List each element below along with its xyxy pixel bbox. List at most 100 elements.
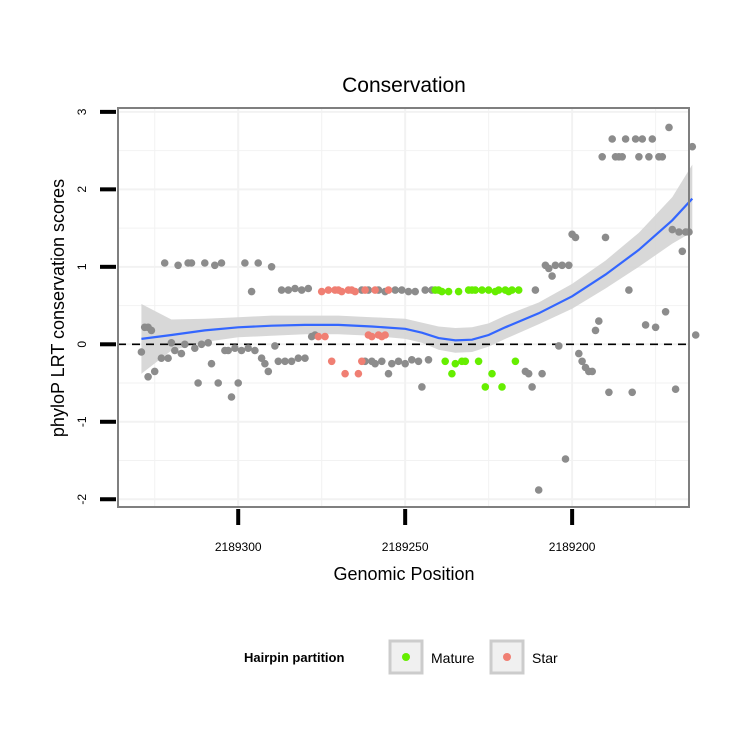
y-tick-label: -2 [75, 494, 89, 505]
point-other [267, 263, 276, 271]
point-star [384, 286, 393, 294]
y-tick-label: 2 [75, 186, 89, 193]
y-tick-label: 3 [75, 108, 89, 115]
point-other [167, 339, 176, 347]
point-mature [451, 359, 460, 368]
point-other [164, 354, 172, 363]
point-other [211, 261, 219, 270]
point-other [147, 326, 156, 335]
point-mature [454, 287, 463, 296]
point-other [187, 259, 196, 267]
x-tick-label: 2189300 [215, 540, 262, 554]
point-star [327, 357, 336, 366]
point-other [274, 357, 283, 366]
confidence-band [141, 164, 693, 374]
point-other [214, 379, 222, 387]
point-other [548, 272, 556, 280]
point-other [171, 346, 179, 355]
point-other [638, 135, 647, 143]
point-other [217, 259, 226, 267]
point-star [324, 286, 333, 294]
point-other [257, 354, 266, 363]
x-axis-title: Genomic Position [333, 564, 474, 584]
point-star [368, 332, 376, 341]
point-other [528, 383, 536, 391]
point-other [284, 286, 293, 294]
point-other [688, 142, 697, 151]
point-other [160, 259, 169, 267]
point-other [398, 286, 406, 294]
point-other [424, 356, 433, 364]
point-other [194, 379, 202, 387]
point-mature [474, 357, 483, 366]
point-other [137, 348, 146, 356]
point-other [635, 153, 643, 161]
point-other [181, 340, 189, 349]
point-other [531, 286, 540, 294]
point-other [675, 228, 683, 236]
x-tick-label: 2189250 [382, 540, 429, 554]
smooth-line [141, 197, 694, 342]
point-other [578, 357, 586, 366]
point-star [317, 287, 326, 296]
point-star [314, 332, 323, 341]
point-other [418, 383, 426, 391]
point-other [571, 233, 580, 242]
point-other [297, 286, 306, 294]
point-other [174, 261, 182, 270]
point-other [294, 354, 303, 363]
axes: -2 -1 0 1 2 3 2189300 2189250 2189200 [75, 108, 596, 554]
point-mature [511, 357, 520, 366]
point-mature [478, 286, 486, 294]
point-mature [514, 286, 523, 294]
grid [118, 108, 689, 507]
point-other [394, 357, 403, 366]
x-tick-label: 2189200 [549, 540, 596, 554]
point-other [618, 153, 626, 161]
point-star [321, 332, 329, 341]
point-other [150, 367, 159, 376]
panel-background [118, 108, 689, 507]
point-other [588, 367, 596, 376]
point-other [545, 264, 553, 273]
point-other [191, 344, 199, 353]
point-other [304, 284, 313, 293]
point-other [201, 259, 209, 267]
point-other [281, 357, 289, 366]
point-other [401, 359, 410, 368]
point-other [678, 247, 687, 256]
y-tick-label: 1 [75, 263, 89, 270]
point-star [351, 287, 359, 296]
y-tick-label: -1 [75, 416, 89, 427]
point-other [197, 340, 206, 349]
point-other [287, 357, 296, 366]
point-mature [508, 286, 516, 294]
point-other [534, 486, 543, 494]
point-other [254, 259, 262, 267]
panel-border [117, 107, 690, 508]
point-other [524, 369, 533, 378]
point-other [551, 261, 560, 270]
point-other [177, 349, 186, 358]
point-other [421, 286, 430, 294]
point-other [271, 342, 279, 350]
point-other [661, 308, 670, 316]
point-other [621, 135, 630, 143]
point-other [227, 393, 236, 401]
point-star [381, 331, 389, 339]
point-other [538, 369, 546, 378]
point-mature [448, 369, 456, 378]
point-mature [461, 357, 470, 366]
point-other [691, 331, 700, 339]
point-other [601, 233, 610, 242]
point-other [408, 356, 416, 364]
point-other [575, 349, 583, 358]
legend-title: Hairpin partition [244, 650, 344, 665]
point-other [414, 357, 423, 366]
point-other [231, 344, 239, 353]
point-other [404, 287, 413, 296]
legend-label-star: Star [532, 650, 558, 666]
point-star [371, 286, 379, 294]
point-other [207, 359, 216, 368]
point-other [605, 388, 613, 397]
